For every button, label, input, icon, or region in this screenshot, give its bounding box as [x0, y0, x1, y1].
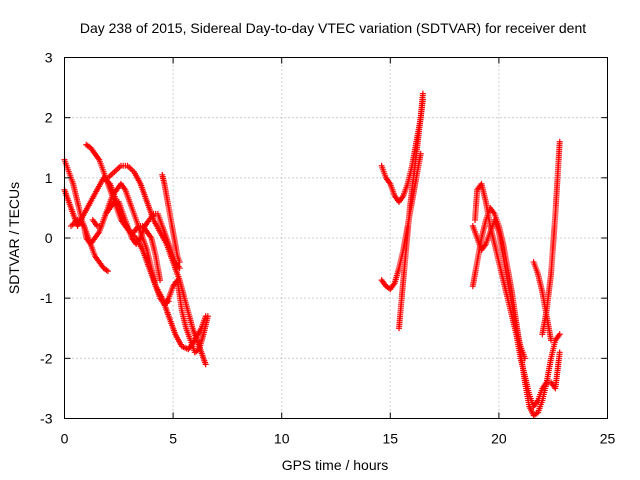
series-pass-n [469, 216, 528, 362]
y-axis-label: SDTVAR / TECUs [6, 182, 22, 294]
data-point [176, 265, 183, 272]
series-pass-p [539, 138, 563, 338]
series-pass-o [530, 259, 555, 344]
y-tick-label: 2 [45, 110, 53, 126]
data-point [548, 337, 555, 344]
data-point [556, 349, 563, 356]
data-point [157, 277, 164, 284]
x-axis-label: GPS time / hours [282, 457, 389, 473]
x-tick-label: 25 [600, 431, 616, 447]
grid-lines [64, 57, 608, 419]
x-tick-label: 20 [491, 431, 507, 447]
data-point [419, 96, 426, 103]
data-point [521, 355, 528, 362]
data-point [104, 268, 111, 275]
y-tick-label: -1 [40, 290, 53, 306]
series-pass-h [161, 277, 211, 356]
data-point [556, 331, 563, 338]
x-tick-labels: 0 5 10 15 20 25 [61, 431, 616, 447]
series-pass-e [89, 198, 183, 272]
data-points [61, 90, 563, 419]
data-point [204, 313, 211, 320]
series-pass-g [159, 171, 183, 266]
x-tick-label: 5 [169, 431, 177, 447]
y-tick-labels: -3 -2 -1 0 1 2 3 [40, 50, 53, 427]
series-pass-k [395, 96, 426, 332]
chart-title: Day 238 of 2015, Sidereal Day-to-day VTE… [80, 20, 586, 36]
y-tick-label: -2 [40, 350, 53, 366]
x-tick-label: 10 [274, 431, 290, 447]
axis-ticks [64, 57, 608, 419]
y-tick-label: 1 [45, 170, 53, 186]
series-pass-c [68, 180, 172, 308]
plot-frame [64, 57, 608, 419]
data-point [556, 138, 563, 145]
x-tick-label: 15 [383, 431, 399, 447]
data-point [176, 259, 183, 266]
y-tick-label: -3 [40, 411, 53, 427]
data-point [202, 361, 209, 368]
series-pass-f [104, 162, 209, 368]
y-tick-label: 3 [45, 50, 53, 66]
data-point [419, 90, 426, 97]
x-tick-label: 0 [61, 431, 69, 447]
y-tick-label: 0 [45, 230, 53, 246]
